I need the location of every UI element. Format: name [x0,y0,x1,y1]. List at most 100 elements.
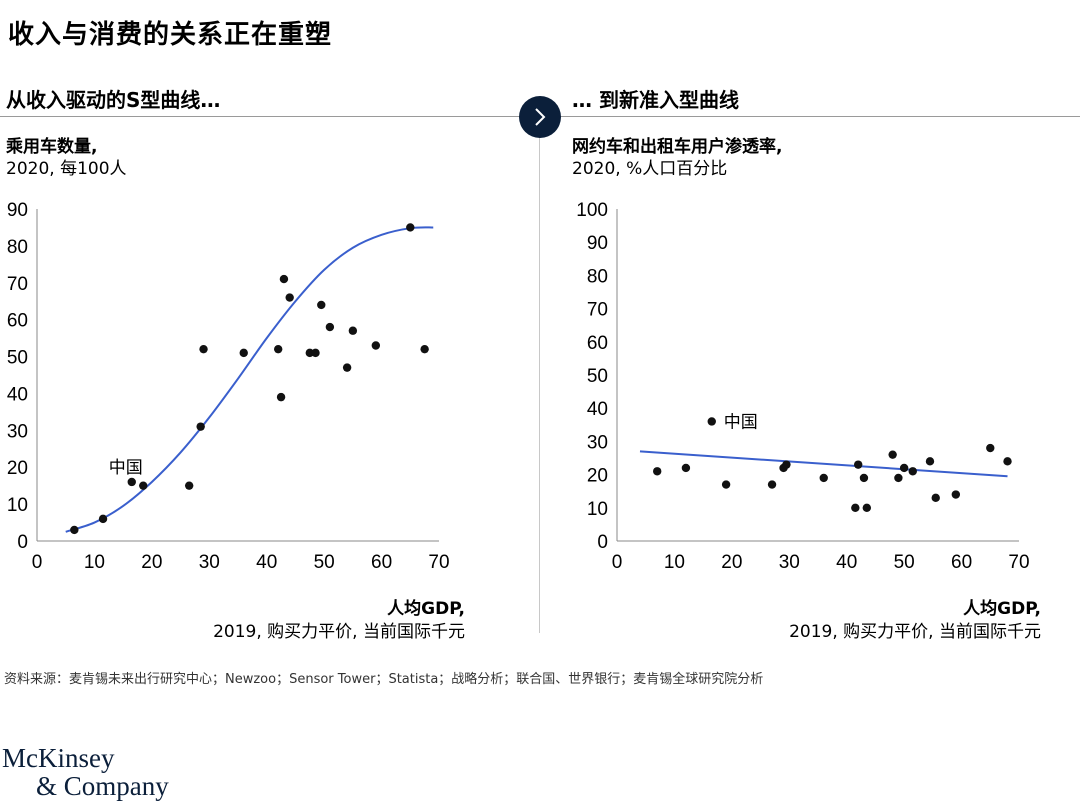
right-data-point [859,473,869,483]
left-data-point [184,481,194,490]
right-x-tick-label: 50 [894,552,915,573]
left-x-tick-label: 40 [256,552,277,573]
left-data-point [305,348,314,358]
right-x-axis-label-bold: 人均GDP, [963,599,1041,619]
left-data-point [311,348,320,358]
left-data-point [279,274,289,284]
company-logo: McKinsey & Company [2,744,169,800]
chevron-right-icon [535,108,546,126]
left-data-point [342,363,352,372]
left-data-point [139,481,148,490]
left-y-tick-label: 90 [7,200,28,221]
left-x-tick-label: 0 [32,552,43,573]
right-data-point [782,460,791,469]
right-data-point [854,460,863,469]
page-title: 收入与消费的关系正在重塑 [8,20,333,50]
right-y-tick-label: 70 [587,300,608,321]
left-data-point [406,223,415,232]
right-y-tick-label: 40 [587,399,608,420]
right-x-tick-label: 40 [836,552,857,573]
left-data-point [274,344,283,354]
right-data-point [951,490,961,499]
right-data-point [931,493,940,503]
left-point-label: 中国 [109,458,143,478]
left-data-point [70,525,79,535]
right-y-tick-label: 10 [587,499,608,520]
right-data-point [908,467,917,476]
left-scatter-chart: 0 10 20 30 40 50 60 70 80 90 0 10 20 30 40 50 60 70 中国 [7,200,450,573]
left-x-tick-label: 20 [141,552,162,573]
left-y-tick-label: 30 [7,421,28,442]
right-trend-line [639,450,1008,478]
left-data-point [98,514,108,524]
right-data-point [925,457,935,466]
left-x-tick-label: 70 [428,552,449,573]
left-x-tick-label: 50 [314,552,335,573]
left-y-tick-label: 0 [17,532,28,553]
right-y-tick-label: 90 [587,233,608,254]
right-data-point [899,463,909,473]
right-x-tick-label: 30 [779,552,800,573]
right-x-tick-label: 20 [721,552,742,573]
left-x-tick-label: 60 [371,552,392,573]
right-y-tick-label: 100 [576,200,608,221]
right-scatter-chart: 0 10 20 30 40 50 60 70 80 90 100 0 10 20 30 40 50 60 70 中国 [576,200,1029,573]
left-data-point [285,293,294,302]
panel-divider [539,118,540,633]
left-y-tick-label: 60 [7,311,28,332]
left-data-point [420,344,429,354]
right-point-label: 中国 [724,412,758,432]
left-data-point [348,326,358,335]
right-y-tick-label: 60 [587,333,608,354]
next-button[interactable] [519,96,561,138]
right-y-tick-label: 20 [587,466,608,487]
right-data-point [862,503,872,512]
right-x-axis-label: 2019, 购买力平价, 当前国际千元 [789,622,1041,642]
left-y-tick-label: 70 [7,274,28,295]
left-x-axis-label-bold: 人均GDP, [387,599,465,619]
left-data-point [325,322,335,332]
left-x-tick-label: 30 [199,552,220,573]
left-chart-subtitle-bold: 乘用车数量, [6,137,98,157]
left-y-tick-label: 10 [7,495,28,516]
right-data-point [1003,457,1012,466]
right-x-tick-label: 60 [951,552,972,573]
left-data-point [317,300,326,310]
right-data-point [681,463,691,473]
source-note: 资料来源：麦肯锡未来出行研究中心；Newzoo；Sensor Tower；Sta… [4,672,764,687]
right-data-point [707,417,716,426]
left-data-point [199,344,208,354]
right-data-point [986,443,995,453]
left-x-tick-label: 10 [84,552,105,573]
right-data-point [721,480,731,489]
left-y-tick-label: 20 [7,458,28,479]
left-y-tick-label: 40 [7,384,28,405]
right-data-point [767,480,777,489]
left-section-title: 从收入驱动的S型曲线… [6,88,221,112]
left-data-point [127,477,136,487]
left-trend-line [65,226,434,533]
right-data-point [894,473,903,483]
right-y-tick-label: 0 [597,532,608,553]
left-y-tick-label: 80 [7,237,28,258]
left-data-point [276,392,286,402]
logo-line-2: & Company [36,771,169,801]
left-x-axis-label: 2019, 购买力平价, 当前国际千元 [213,622,465,642]
left-y-tick-label: 50 [7,348,28,369]
right-chart-subtitle: 2020, %人口百分比 [572,159,728,179]
left-data-point [196,422,205,431]
right-data-point [653,467,662,476]
right-section-title: … 到新准入型曲线 [572,88,739,112]
right-data-point [819,473,828,483]
right-y-tick-label: 50 [587,366,608,387]
left-data-point [239,348,248,358]
right-x-tick-label: 10 [664,552,685,573]
right-data-point [851,503,860,512]
right-chart-subtitle-bold: 网约车和出租车用户渗透率, [572,137,783,157]
right-data-point [888,450,897,459]
right-y-tick-label: 30 [587,432,608,453]
left-chart-subtitle: 2020, 每100人 [6,159,127,179]
right-y-tick-label: 80 [587,266,608,287]
logo-line-1: McKinsey [2,743,115,773]
right-x-tick-label: 70 [1008,552,1029,573]
